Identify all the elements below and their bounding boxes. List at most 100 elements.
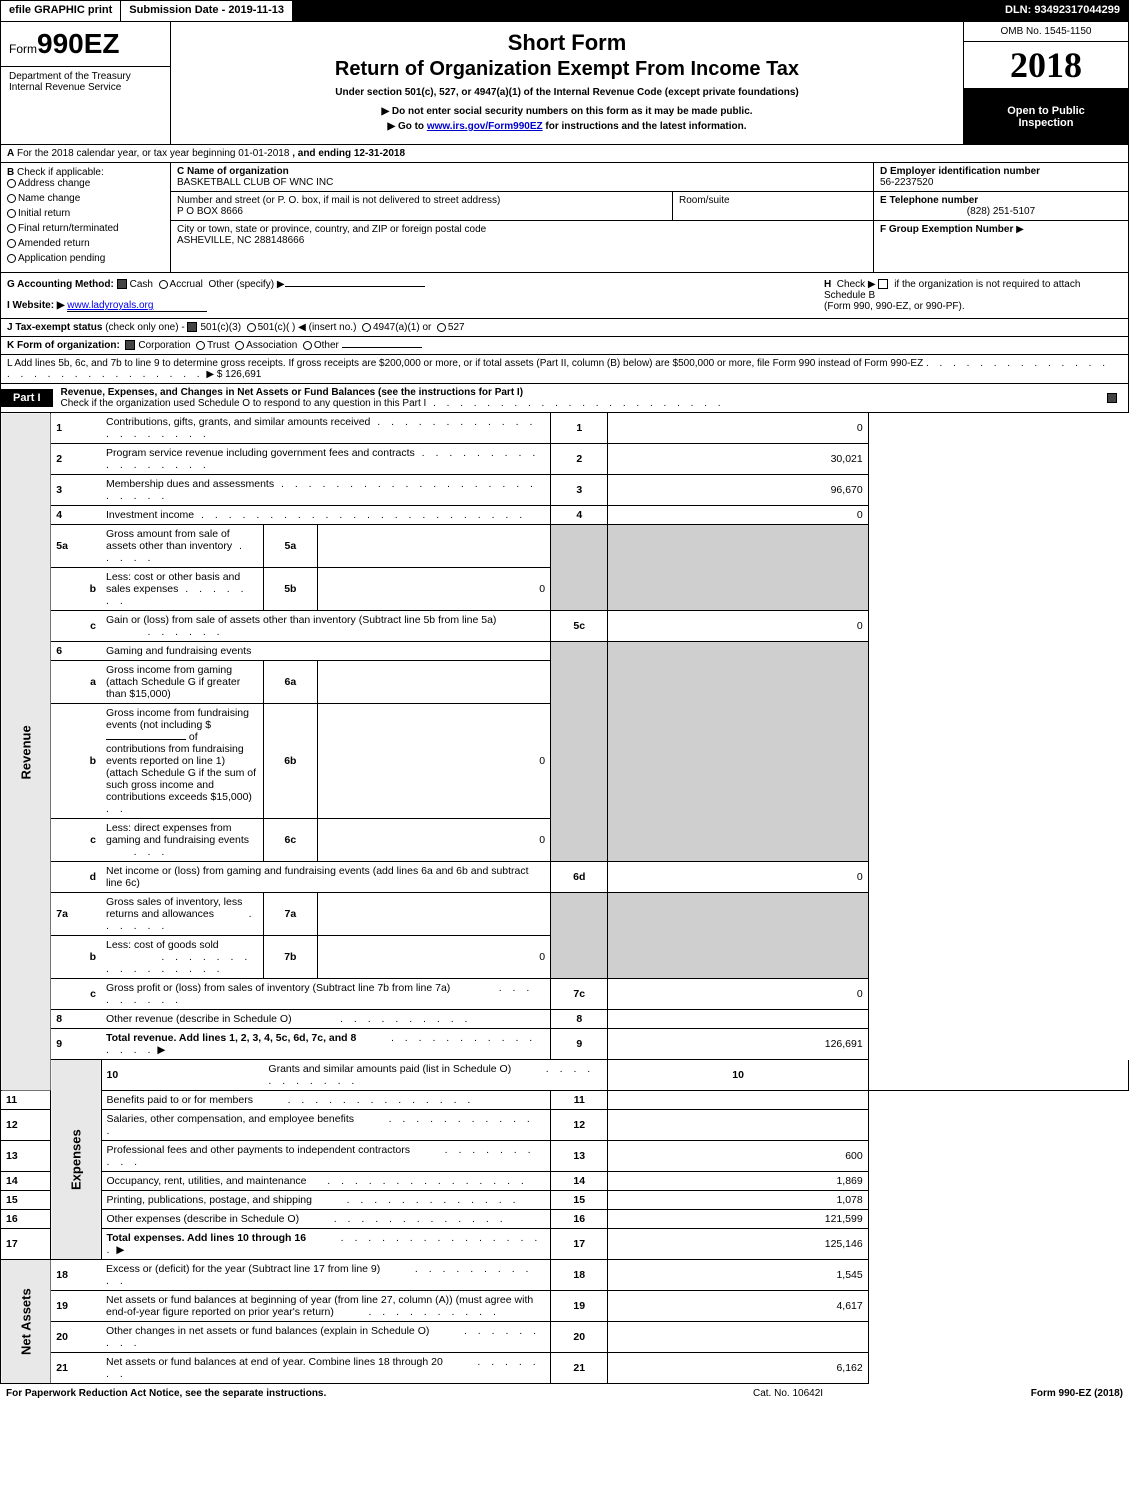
line-3: 3 Membership dues and assessments . . . … [1, 475, 1129, 506]
l9-num: 9 [51, 1029, 101, 1060]
l5a-mv [317, 525, 550, 568]
j-o1: 501(c)(3) [200, 322, 241, 333]
h-checkbox[interactable] [878, 279, 888, 289]
j-501c-radio[interactable] [247, 323, 256, 332]
line-5a: 5a Gross amount from sale of assets othe… [1, 525, 1129, 568]
accrual-radio[interactable] [159, 280, 168, 289]
l14-rv: 1,869 [608, 1172, 868, 1191]
row-a-text: For the 2018 calendar year, or tax year … [17, 148, 289, 159]
g-label: G Accounting Method: [7, 279, 114, 290]
l3-num: 3 [51, 475, 101, 506]
cash-checkbox[interactable] [117, 279, 127, 289]
l6a-mv [317, 661, 550, 704]
addr-change-radio[interactable] [7, 179, 16, 188]
l-amount: ▶ $ 126,691 [206, 369, 261, 380]
goto-post: for instructions and the latest informat… [543, 121, 747, 132]
l1-rn: 1 [551, 413, 608, 444]
city-value: ASHEVILLE, NC 288148666 [177, 235, 867, 246]
j-4947-radio[interactable] [362, 323, 371, 332]
l13-num: 13 [1, 1141, 51, 1172]
l19-rv: 4,617 [608, 1291, 868, 1322]
c-label-text: C Name of organization [177, 166, 289, 177]
l5b-mv: 0 [317, 568, 550, 611]
k-label: K Form of organization: [7, 340, 120, 351]
note-goto: ▶ Go to www.irs.gov/Form990EZ for instru… [181, 121, 953, 132]
other-specify-input[interactable] [285, 286, 425, 287]
line-15: 15 Printing, publications, postage, and … [1, 1191, 1129, 1210]
l6c-mv: 0 [317, 819, 550, 862]
part1-chk [1107, 392, 1128, 404]
subtitle: Under section 501(c), 527, or 4947(a)(1)… [181, 87, 953, 98]
l8-num: 8 [51, 1010, 101, 1029]
h-box: H Check ▶ if the organization is not req… [818, 273, 1128, 318]
line-10: Expenses 10 Grants and similar amounts p… [1, 1060, 1129, 1091]
line-19: 19 Net assets or fund balances at beginn… [1, 1291, 1129, 1322]
city-row: City or town, state or province, country… [171, 220, 873, 249]
l6b-t: Gross income from fundraising events (no… [106, 707, 249, 731]
main-title: Return of Organization Exempt From Incom… [181, 58, 953, 81]
g-accrual: Accrual [170, 279, 203, 290]
k-other-input[interactable] [342, 347, 422, 348]
irs-link[interactable]: www.irs.gov/Form990EZ [427, 121, 543, 132]
l4-label: Investment income . . . . . . . . . . . … [101, 506, 551, 525]
part1-schedule-o-checkbox[interactable] [1107, 393, 1117, 403]
l18-label: Excess or (deficit) for the year (Subtra… [101, 1260, 551, 1291]
f-label: F Group Exemption Number [880, 224, 1013, 235]
final-return-radio[interactable] [7, 224, 16, 233]
l12-num: 12 [1, 1110, 51, 1141]
part1-header: Part I Revenue, Expenses, and Changes in… [0, 384, 1129, 413]
initial-return-radio[interactable] [7, 209, 16, 218]
l13-rv: 600 [608, 1141, 868, 1172]
l1-label: Contributions, gifts, grants, and simila… [101, 413, 551, 444]
dept-line2: Internal Revenue Service [9, 82, 162, 93]
l6b-blank[interactable] [106, 739, 186, 740]
col-c: C Name of organization BASKETBALL CLUB O… [171, 163, 873, 272]
form-prefix: Form [9, 42, 37, 56]
d-box: D Employer identification number 56-2237… [874, 163, 1128, 192]
website-link[interactable]: www.ladyroyals.org [67, 300, 207, 312]
line-6d: d Net income or (loss) from gaming and f… [1, 862, 1129, 893]
row-a: A For the 2018 calendar year, or tax yea… [0, 145, 1129, 163]
efile-print-button[interactable]: efile GRAPHIC print [1, 1, 121, 21]
k-other-radio[interactable] [303, 341, 312, 350]
row-a-ending: , and ending 12-31-2018 [292, 148, 405, 159]
l7a-label: Gross sales of inventory, less returns a… [101, 893, 263, 936]
k-trust-radio[interactable] [196, 341, 205, 350]
tax-year: 2018 [964, 42, 1128, 89]
g-cash: Cash [130, 279, 153, 290]
part1-checknote: Check if the organization used Schedule … [61, 398, 427, 409]
part1-desc: Revenue, Expenses, and Changes in Net As… [53, 384, 1107, 412]
l21-rn: 21 [551, 1353, 608, 1384]
j-501c3-checkbox[interactable] [187, 322, 197, 332]
street-cell: Number and street (or P. O. box, if mail… [171, 192, 673, 220]
l1-t: Contributions, gifts, grants, and simila… [106, 416, 370, 428]
l5a-t: Gross amount from sale of assets other t… [106, 528, 232, 552]
l7c-t: Gross profit or (loss) from sales of inv… [106, 982, 450, 994]
amended-return-radio[interactable] [7, 239, 16, 248]
l7b-num: b [51, 936, 101, 979]
line-9: 9 Total revenue. Add lines 1, 2, 3, 4, 5… [1, 1029, 1129, 1060]
l6a-mn: 6a [263, 661, 317, 704]
name-change-radio[interactable] [7, 194, 16, 203]
l19-num: 19 [51, 1291, 101, 1322]
footer-catno: Cat. No. 10642I [753, 1388, 953, 1399]
l8-rn: 8 [551, 1010, 608, 1029]
l5c-t: Gain or (loss) from sale of assets other… [106, 614, 496, 626]
city-label: City or town, state or province, country… [177, 224, 867, 235]
b-check: Check if applicable: [17, 167, 104, 178]
l10-label: Grants and similar amounts paid (list in… [263, 1060, 608, 1091]
k-corp-checkbox[interactable] [125, 340, 135, 350]
l7b-mv: 0 [317, 936, 550, 979]
j-527-radio[interactable] [437, 323, 446, 332]
l6d-rv: 0 [608, 862, 868, 893]
form-number-value: 990EZ [37, 28, 120, 59]
row-gh: G Accounting Method: Cash Accrual Other … [0, 273, 1129, 319]
l5a-label: Gross amount from sale of assets other t… [101, 525, 263, 568]
l14-label: Occupancy, rent, utilities, and maintena… [101, 1172, 551, 1191]
l20-num: 20 [51, 1322, 101, 1353]
l17-t: Total expenses. Add lines 10 through 16 [107, 1232, 307, 1244]
k-assoc-radio[interactable] [235, 341, 244, 350]
revenue-side: Revenue [1, 413, 51, 1091]
app-pending-radio[interactable] [7, 254, 16, 263]
line-16: 16 Other expenses (describe in Schedule … [1, 1210, 1129, 1229]
